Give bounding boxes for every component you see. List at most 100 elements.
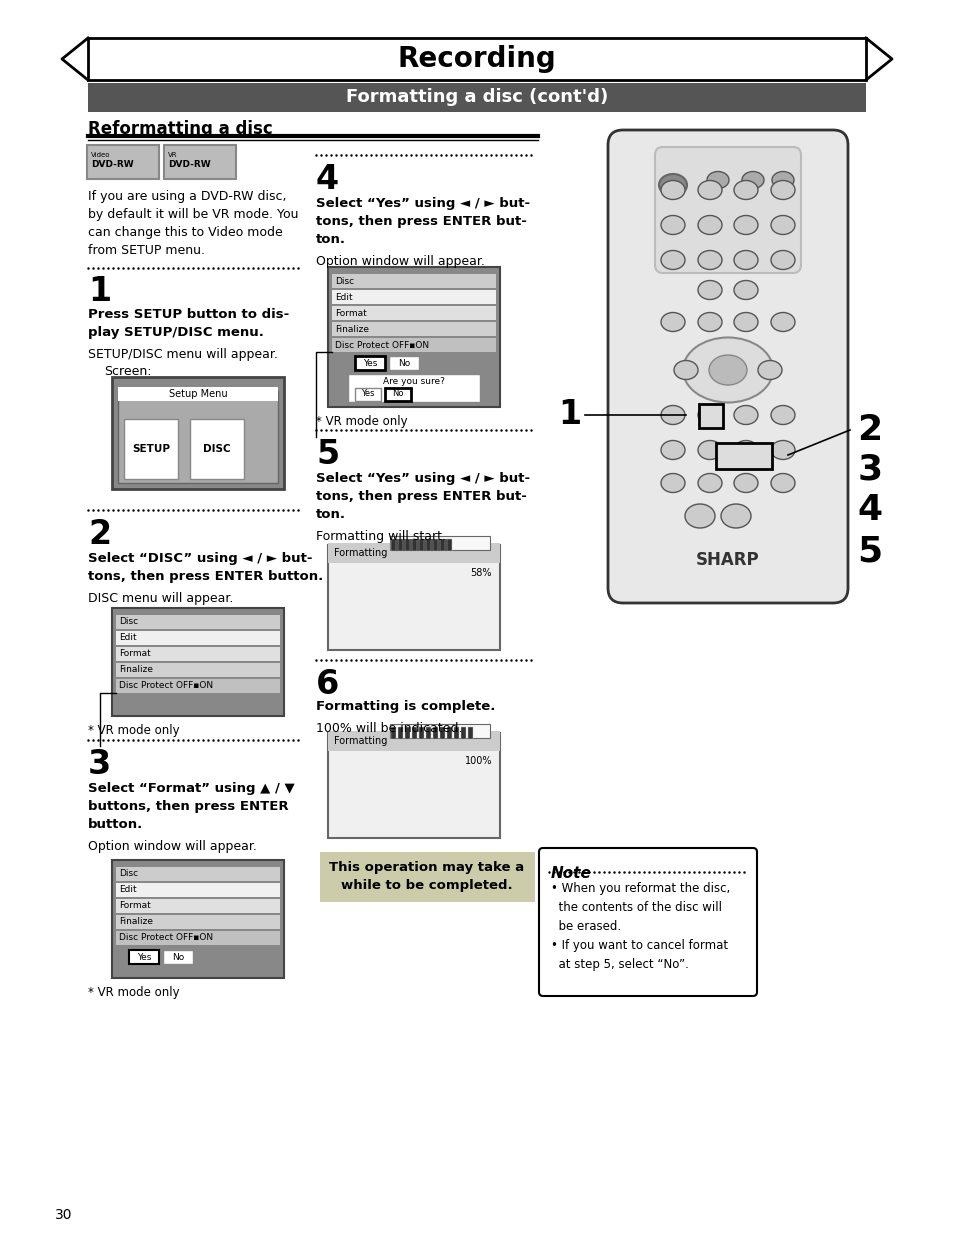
Ellipse shape (660, 441, 684, 459)
Text: Formatting is complete.: Formatting is complete. (315, 700, 495, 713)
Ellipse shape (660, 215, 684, 235)
Ellipse shape (770, 405, 794, 425)
Text: 6: 6 (315, 668, 339, 701)
Text: No: No (392, 389, 403, 399)
Text: DVD-RW: DVD-RW (168, 161, 211, 169)
Bar (116, 679, 280, 693)
Ellipse shape (698, 473, 721, 493)
Ellipse shape (660, 473, 684, 493)
Bar (118, 391, 277, 483)
Ellipse shape (698, 405, 721, 425)
Text: Note: Note (551, 866, 591, 881)
Bar (116, 931, 280, 945)
Bar (348, 374, 479, 403)
Text: 30: 30 (55, 1208, 72, 1221)
Text: Video: Video (91, 152, 111, 158)
Bar (328, 545, 499, 650)
FancyBboxPatch shape (129, 950, 159, 965)
Ellipse shape (733, 215, 758, 235)
Text: Are you sure?: Are you sure? (383, 378, 444, 387)
Ellipse shape (660, 251, 684, 269)
Bar (332, 322, 496, 336)
FancyBboxPatch shape (87, 144, 159, 179)
Bar (447, 538, 452, 551)
Text: DISC menu will appear.: DISC menu will appear. (88, 592, 233, 605)
Text: SETUP/DISC menu will appear.: SETUP/DISC menu will appear. (88, 348, 277, 361)
Text: Edit: Edit (119, 634, 136, 642)
Text: Select “Format” using ▲ / ▼
buttons, then press ENTER
button.: Select “Format” using ▲ / ▼ buttons, the… (88, 782, 294, 831)
Text: SHARP: SHARP (696, 551, 759, 569)
Ellipse shape (770, 180, 794, 200)
Bar (460, 727, 465, 739)
Text: Select “DISC” using ◄ / ► but-
tons, then press ENTER button.: Select “DISC” using ◄ / ► but- tons, the… (88, 552, 323, 583)
Ellipse shape (733, 473, 758, 493)
Bar (328, 731, 499, 751)
Bar (468, 727, 473, 739)
FancyBboxPatch shape (389, 356, 418, 370)
Text: Edit: Edit (335, 293, 353, 301)
Text: Reformatting a disc: Reformatting a disc (88, 120, 273, 138)
Text: Setup Menu: Setup Menu (169, 389, 227, 399)
Text: Disc Protect OFF▪ON: Disc Protect OFF▪ON (335, 341, 429, 350)
Bar (418, 538, 423, 551)
Ellipse shape (682, 337, 772, 403)
Bar (332, 290, 496, 304)
Text: Finalize: Finalize (119, 666, 152, 674)
Bar (319, 852, 535, 902)
Ellipse shape (659, 174, 686, 196)
Ellipse shape (660, 405, 684, 425)
Bar (391, 538, 449, 551)
Text: Formatting a disc (cont'd): Formatting a disc (cont'd) (346, 89, 607, 106)
Ellipse shape (741, 172, 763, 189)
Bar (112, 377, 284, 489)
Bar (405, 538, 410, 551)
Text: SETUP: SETUP (132, 445, 170, 454)
Bar (190, 419, 244, 479)
Text: Finalize: Finalize (119, 918, 152, 926)
Ellipse shape (684, 504, 714, 529)
Ellipse shape (673, 361, 698, 379)
Bar (328, 734, 499, 839)
Text: • When you reformat the disc,
  the contents of the disc will
  be erased.
• If : • When you reformat the disc, the conten… (551, 882, 729, 971)
Text: Format: Format (119, 902, 151, 910)
Ellipse shape (770, 312, 794, 331)
FancyBboxPatch shape (163, 950, 193, 965)
Text: Recording: Recording (397, 44, 556, 73)
Bar (116, 867, 280, 881)
Bar (88, 83, 865, 112)
Text: 3: 3 (88, 748, 112, 781)
Bar (433, 727, 437, 739)
Bar (88, 38, 865, 80)
Bar (332, 274, 496, 288)
Ellipse shape (733, 441, 758, 459)
Text: Yes: Yes (136, 952, 151, 962)
Bar (328, 267, 499, 408)
Bar (397, 727, 402, 739)
Bar (405, 727, 410, 739)
Bar (328, 543, 499, 563)
Bar (116, 663, 280, 677)
Text: Select “Yes” using ◄ / ► but-
tons, then press ENTER but-
ton.: Select “Yes” using ◄ / ► but- tons, then… (315, 472, 530, 521)
FancyBboxPatch shape (699, 404, 722, 429)
Ellipse shape (758, 361, 781, 379)
Bar (412, 727, 416, 739)
Ellipse shape (770, 441, 794, 459)
Text: Formatting: Formatting (334, 736, 387, 746)
Ellipse shape (733, 405, 758, 425)
Ellipse shape (720, 504, 750, 529)
Text: * VR mode only: * VR mode only (88, 724, 179, 737)
Ellipse shape (698, 251, 721, 269)
Text: Option window will appear.: Option window will appear. (88, 840, 256, 853)
Text: If you are using a DVD-RW disc,
by default it will be VR mode. You
can change th: If you are using a DVD-RW disc, by defau… (88, 190, 298, 257)
Ellipse shape (708, 354, 746, 385)
Ellipse shape (770, 473, 794, 493)
Ellipse shape (698, 280, 721, 300)
FancyBboxPatch shape (164, 144, 235, 179)
Text: Press SETUP button to dis-
play SETUP/DISC menu.: Press SETUP button to dis- play SETUP/DI… (88, 308, 289, 338)
Bar (116, 631, 280, 645)
Text: Option window will appear.: Option window will appear. (315, 254, 484, 268)
FancyBboxPatch shape (355, 388, 380, 401)
Ellipse shape (733, 180, 758, 200)
Text: 5: 5 (315, 438, 339, 471)
Ellipse shape (698, 180, 721, 200)
